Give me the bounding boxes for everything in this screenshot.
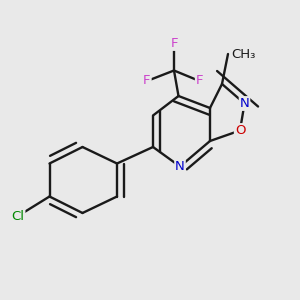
Text: F: F bbox=[143, 74, 151, 88]
Text: N: N bbox=[240, 97, 249, 110]
Text: Cl: Cl bbox=[11, 209, 25, 223]
Text: F: F bbox=[196, 74, 203, 88]
Text: O: O bbox=[235, 124, 245, 137]
Text: CH₃: CH₃ bbox=[231, 47, 255, 61]
Text: F: F bbox=[170, 37, 178, 50]
Text: N: N bbox=[175, 160, 185, 173]
